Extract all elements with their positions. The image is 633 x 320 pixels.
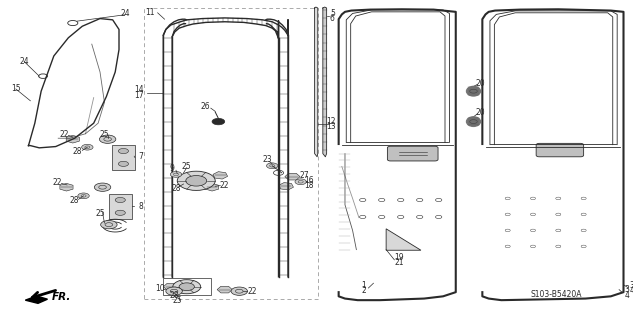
Polygon shape: [323, 7, 327, 157]
Ellipse shape: [467, 86, 480, 96]
Circle shape: [177, 171, 215, 190]
FancyBboxPatch shape: [536, 143, 584, 157]
Polygon shape: [25, 296, 47, 303]
Polygon shape: [285, 173, 300, 180]
Text: 28: 28: [169, 292, 179, 300]
Text: 25: 25: [99, 130, 110, 139]
Circle shape: [115, 210, 125, 215]
Text: 1: 1: [361, 281, 367, 290]
Text: FR.: FR.: [52, 292, 72, 302]
Bar: [112, 145, 135, 170]
Text: 18: 18: [304, 181, 314, 190]
Text: 2: 2: [361, 286, 367, 295]
Text: 11: 11: [145, 8, 155, 17]
Circle shape: [82, 144, 93, 150]
Text: 9: 9: [170, 164, 175, 173]
Circle shape: [173, 280, 201, 294]
Text: 28: 28: [72, 147, 82, 156]
Polygon shape: [213, 172, 228, 179]
Circle shape: [78, 193, 89, 199]
Text: 8: 8: [138, 202, 143, 211]
Text: 20: 20: [475, 79, 485, 88]
Text: 19: 19: [394, 253, 404, 262]
Circle shape: [295, 179, 306, 185]
Circle shape: [101, 220, 117, 229]
Circle shape: [231, 287, 248, 295]
Text: 25: 25: [95, 209, 105, 218]
Polygon shape: [66, 135, 79, 143]
Text: 4: 4: [624, 291, 629, 300]
Text: 23: 23: [262, 156, 272, 164]
Text: 25: 25: [172, 296, 182, 305]
Text: 12: 12: [326, 117, 336, 126]
Text: 27: 27: [299, 171, 309, 180]
Bar: [163, 278, 211, 295]
Circle shape: [212, 118, 225, 125]
Circle shape: [115, 197, 125, 203]
Circle shape: [99, 135, 116, 143]
Text: 22: 22: [247, 287, 257, 296]
Circle shape: [118, 161, 128, 166]
Ellipse shape: [467, 117, 480, 126]
Text: 3: 3: [624, 285, 629, 294]
Text: 3: 3: [629, 281, 633, 290]
Text: 25: 25: [182, 162, 192, 171]
FancyBboxPatch shape: [387, 146, 438, 161]
Bar: [144, 8, 318, 299]
Text: 10: 10: [154, 284, 165, 293]
Polygon shape: [315, 7, 318, 157]
Polygon shape: [217, 286, 232, 293]
Polygon shape: [60, 183, 73, 191]
Circle shape: [185, 175, 206, 186]
Text: 13: 13: [326, 122, 336, 131]
Text: 22: 22: [60, 130, 70, 139]
Text: 4: 4: [629, 286, 633, 295]
Circle shape: [179, 283, 194, 291]
Circle shape: [166, 287, 182, 295]
Text: 22: 22: [52, 178, 62, 187]
Text: 7: 7: [138, 152, 143, 161]
Circle shape: [94, 183, 111, 191]
Text: 20: 20: [475, 108, 485, 117]
Text: 15: 15: [11, 84, 21, 93]
Text: 24: 24: [19, 57, 29, 66]
Text: 24: 24: [120, 9, 130, 18]
Text: 28: 28: [171, 184, 181, 193]
Circle shape: [118, 148, 128, 154]
Polygon shape: [206, 183, 218, 191]
Polygon shape: [279, 182, 294, 190]
Circle shape: [170, 172, 182, 177]
Text: 28: 28: [70, 196, 80, 205]
Polygon shape: [163, 284, 179, 290]
Text: 21: 21: [394, 258, 404, 267]
Text: 14: 14: [134, 85, 144, 94]
Bar: [109, 194, 132, 219]
Circle shape: [266, 163, 278, 169]
Text: 22: 22: [220, 181, 230, 190]
Polygon shape: [386, 229, 421, 250]
Text: 6: 6: [330, 14, 335, 23]
Text: 17: 17: [134, 92, 144, 100]
Text: S103-B5420A: S103-B5420A: [530, 290, 582, 299]
Text: 26: 26: [201, 102, 211, 111]
Text: 5: 5: [330, 9, 335, 18]
Text: 16: 16: [304, 176, 314, 185]
